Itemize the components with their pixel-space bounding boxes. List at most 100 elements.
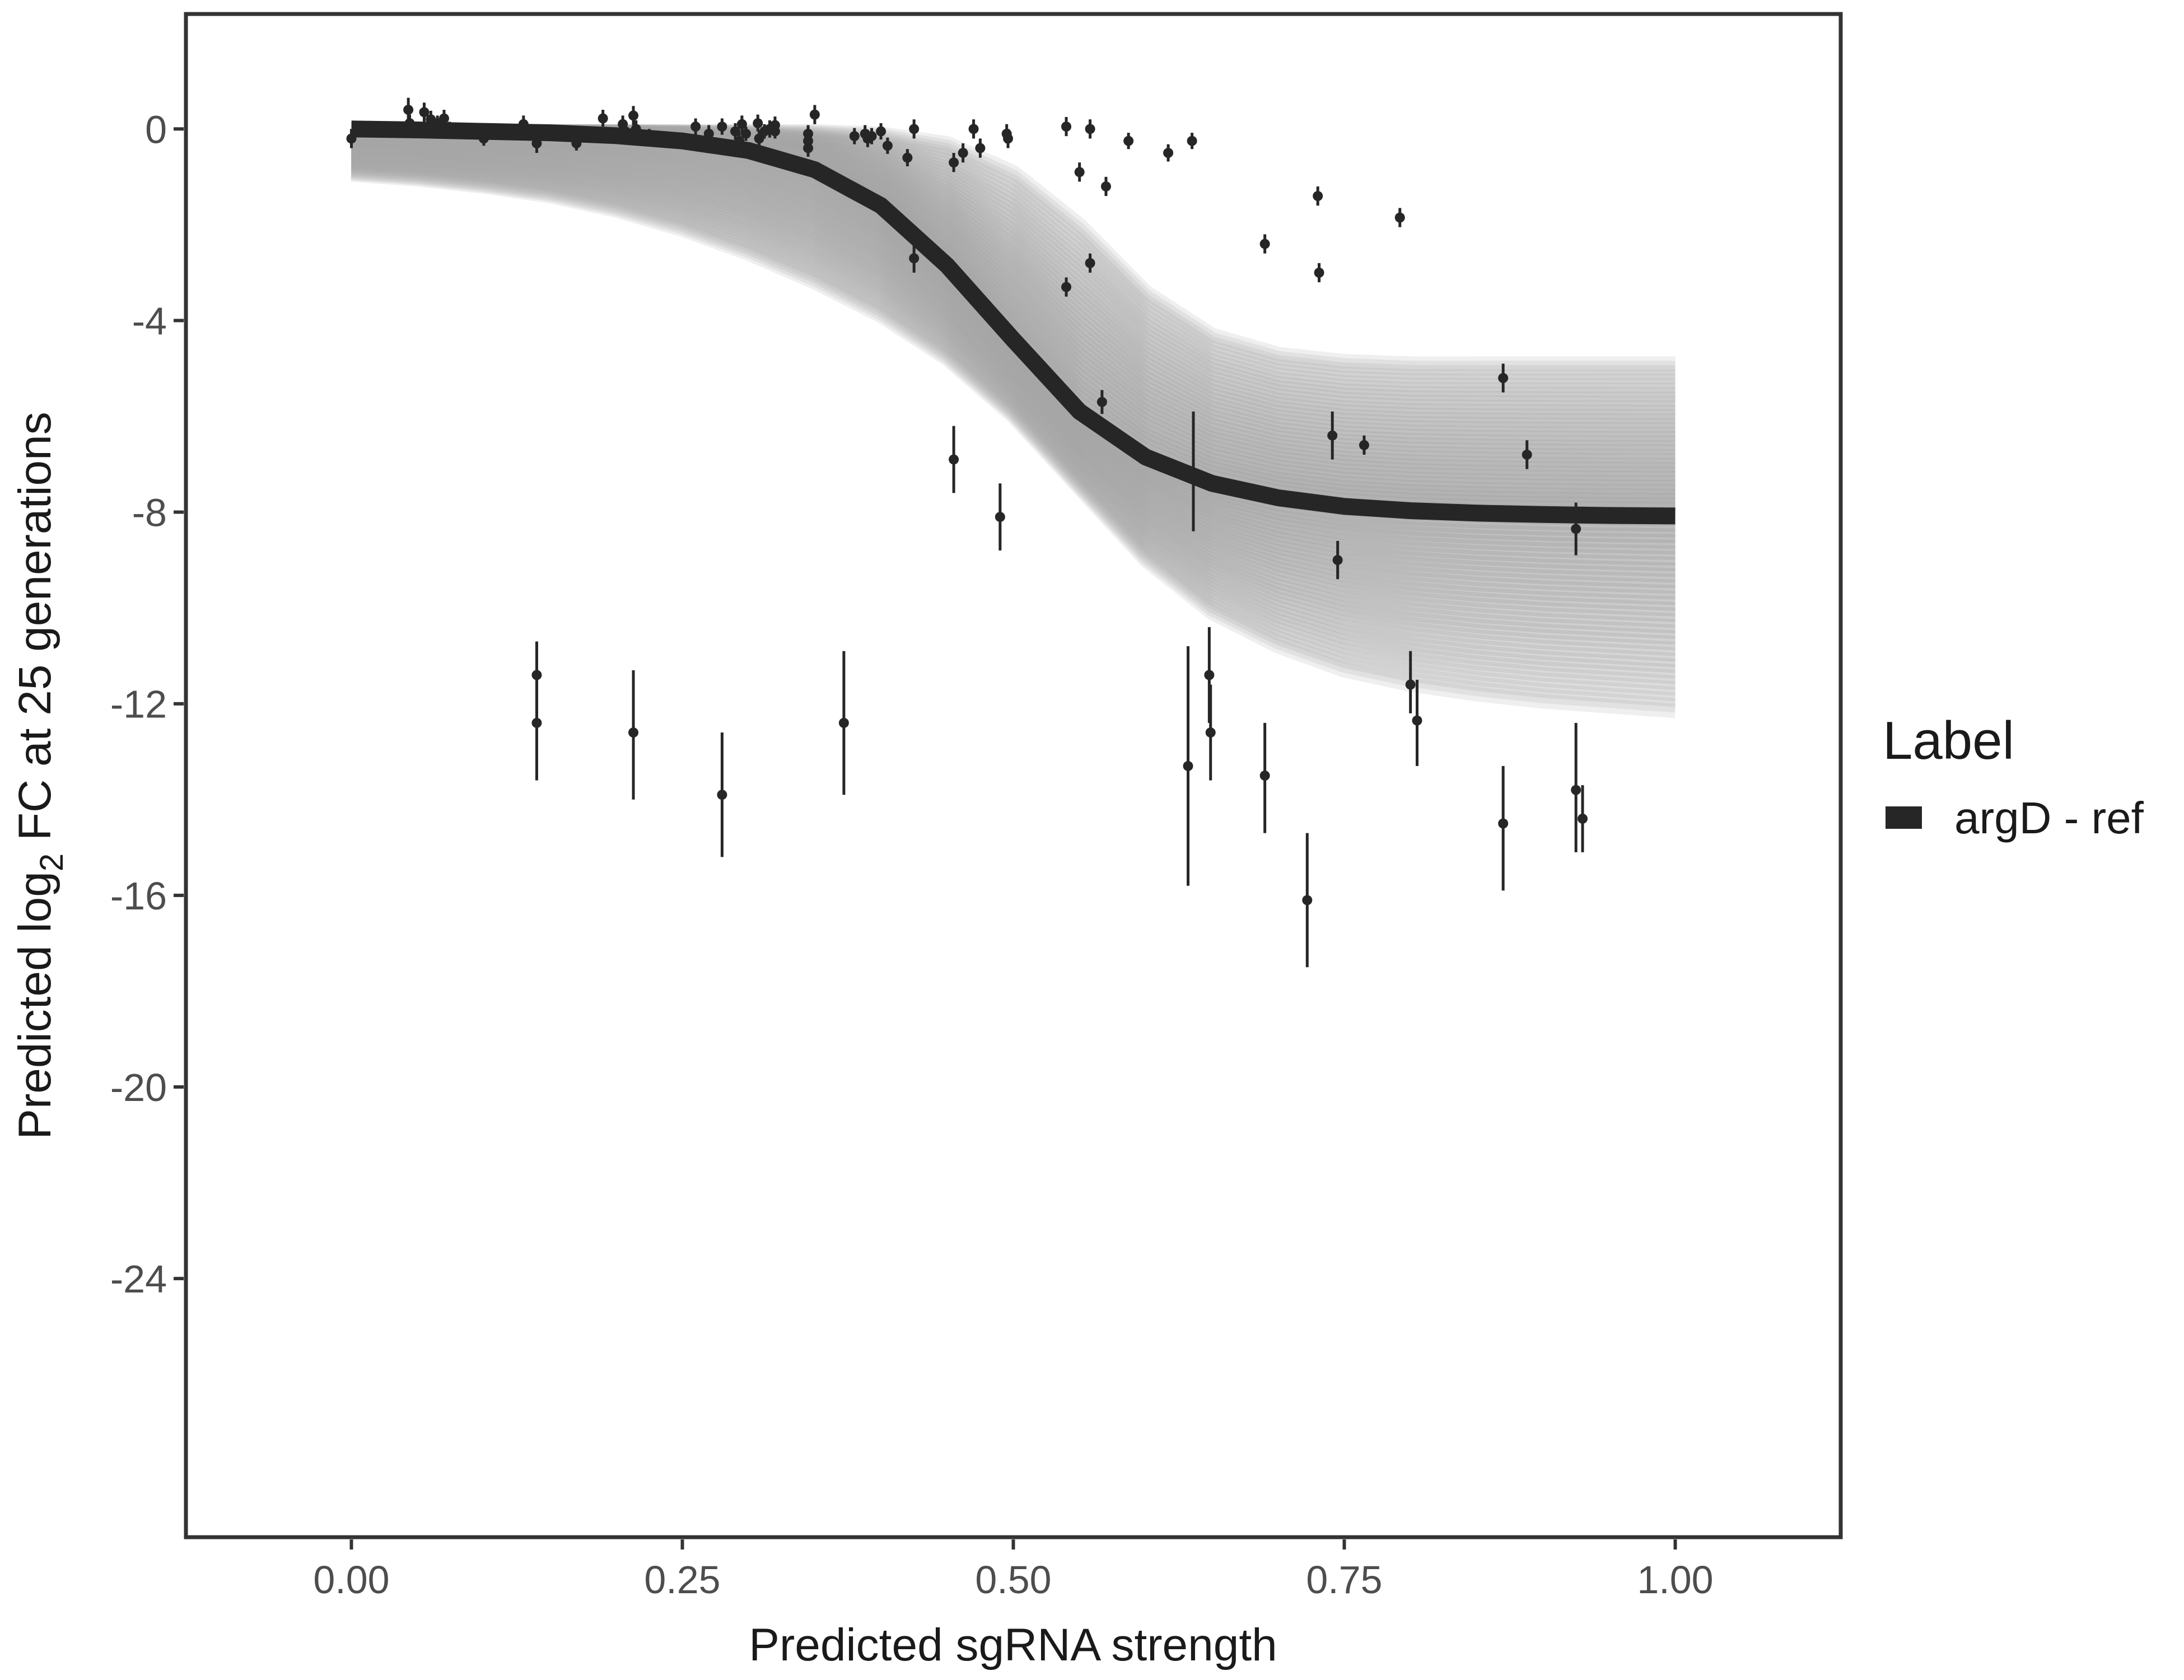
point-marker [1100,181,1111,192]
data-point [975,138,986,158]
point-marker [404,118,415,129]
point-marker [753,118,763,129]
x-tick-label: 1.00 [1637,1558,1713,1602]
y-axis-title-subscript: 2 [34,853,70,871]
data-point [438,110,449,127]
y-tick-label: -8 [132,491,167,535]
data-point [838,651,849,795]
point-marker [849,131,860,142]
point-marker [403,105,414,115]
point-marker [909,253,920,264]
point-marker [909,124,920,134]
point-marker [531,717,542,728]
data-point [598,110,608,127]
legend-key-argd-ref [1886,806,1922,829]
data-point [803,139,814,157]
posterior-curve [351,141,1676,605]
data-point [1498,766,1509,891]
point-marker [717,122,727,132]
y-tick-label: -16 [110,874,167,918]
data-point [419,102,430,122]
point-marker [1571,785,1581,795]
data-point [1359,435,1369,455]
posterior-curve [351,154,1676,662]
posterior-curve [351,151,1676,651]
data-point [866,128,877,144]
data-point [1314,263,1324,282]
point-marker [1204,670,1215,680]
data-point [736,115,747,133]
data-point [734,133,745,150]
point-marker [1571,524,1581,534]
point-marker [1314,267,1324,278]
posterior-curve [351,139,1676,600]
posterior-curve [351,163,1676,702]
point-marker [531,138,542,148]
point-marker [525,126,535,137]
data-point [628,670,639,800]
plot-panel-border [184,12,1843,1539]
x-tick-label: 0.75 [1306,1558,1382,1602]
point-marker [1359,440,1369,450]
posterior-curve [351,152,1676,656]
data-point [809,105,820,124]
data-point [1163,144,1174,162]
data-point [1498,363,1509,393]
posterior-curve [351,137,1676,589]
point-marker [736,119,747,129]
fit-curve-layer [351,120,1676,525]
data-point [444,122,455,137]
posterior-curve [351,160,1676,690]
point-marker [478,133,489,144]
posterior-curve [351,131,1676,566]
point-marker [876,126,886,137]
point-marker [1061,122,1072,132]
point-marker [1394,212,1405,223]
data-point [1187,133,1197,150]
posterior-curve [351,158,1676,679]
data-point [717,732,727,857]
y-tick-label: -24 [110,1257,167,1301]
y-axis: 0 -4 -8 -12 -16 -20 -24 [110,108,184,1301]
point-marker [754,133,764,144]
point-marker [1188,469,1199,479]
data-point [876,123,886,140]
posterior-curve [351,159,1676,684]
point-marker [628,727,639,738]
point-marker [734,136,745,146]
data-point [1096,390,1107,414]
data-point [703,125,714,143]
y-axis-title-main: Predicted log [10,871,60,1140]
data-point [1074,162,1085,182]
data-point [1100,176,1111,197]
data-point [1061,116,1072,137]
posterior-curve [351,150,1676,645]
point-marker [769,126,780,137]
point-marker [631,124,641,134]
data-point [882,137,893,154]
point-marker [518,119,529,129]
data-point [1085,119,1095,139]
point-marker [346,133,357,144]
posterior-curve [351,143,1676,617]
x-tick-label: 0.25 [644,1558,720,1602]
data-point [690,118,701,135]
point-marker [1332,555,1343,566]
point-marker [1061,282,1072,292]
point-marker [1123,136,1134,146]
data-point [631,120,641,138]
posterior-curve [351,130,1676,560]
data-point [1522,440,1532,469]
data-point [769,124,780,139]
x-tick-label: 0.50 [975,1558,1051,1602]
data-point [628,106,639,125]
legend-label-argd-ref: argD - ref [1954,793,2144,843]
y-tick-label: -4 [132,299,167,343]
data-point [949,426,959,493]
y-tick-label: -20 [110,1066,167,1109]
point-marker [571,138,582,148]
data-point [909,119,920,139]
data-point [1302,833,1313,968]
data-point [1205,684,1216,781]
